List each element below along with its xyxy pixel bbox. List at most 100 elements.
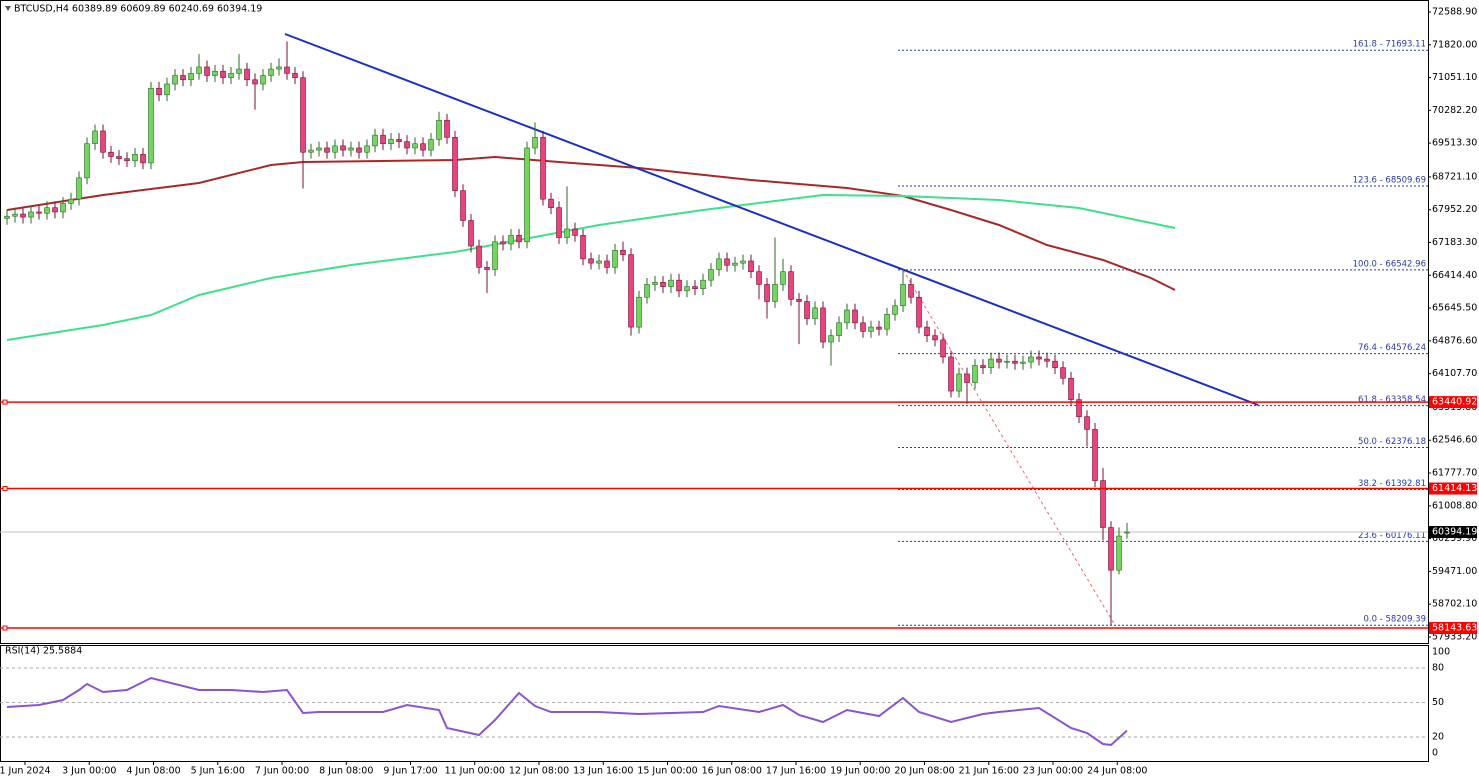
x-tick-label: 19 Jun 00:00: [830, 766, 890, 777]
candle-body: [92, 130, 98, 145]
y-tick-label: 71820.00: [1432, 39, 1477, 50]
fib-label: 161.8 - 71693.11: [1353, 40, 1426, 50]
candle-body: [964, 373, 970, 383]
fib-label: 0.0 - 58209.39: [1363, 615, 1426, 625]
candle-body: [956, 373, 962, 392]
y-tick-label: 20: [1432, 732, 1444, 743]
candle-body: [604, 260, 610, 268]
candle-body: [148, 87, 154, 164]
candle-body: [676, 279, 682, 292]
candle-body: [1012, 360, 1018, 364]
candle-body: [940, 339, 946, 358]
candle-body: [844, 309, 850, 324]
candle-body: [60, 203, 66, 213]
candle-body: [372, 134, 378, 147]
candle-body: [188, 73, 194, 81]
candle-body: [276, 66, 282, 70]
candle-body: [596, 260, 602, 264]
level-marker: [2, 399, 8, 405]
candle-body: [212, 70, 218, 76]
candle-body: [44, 207, 50, 214]
candle-body: [628, 254, 634, 328]
x-tick-label: 8 Jun 08:00: [319, 766, 373, 777]
y-tick-label: 59471.00: [1432, 566, 1477, 577]
candle-body: [724, 258, 730, 266]
x-tick-label: 12 Jun 08:00: [509, 766, 569, 777]
candle-body: [452, 137, 458, 191]
candle-body: [812, 307, 818, 319]
rsi-title: RSI(14) 25.5884: [5, 646, 82, 657]
y-tick-label: 71051.10: [1432, 72, 1477, 83]
x-tick-label: 3 Jun 00:00: [62, 766, 116, 777]
x-tick-label: 23 Jun 00:00: [1023, 766, 1083, 777]
candle-body: [708, 269, 714, 281]
y-tick-label: 67183.30: [1432, 237, 1477, 248]
candle-body: [172, 75, 178, 85]
level-marker: [2, 486, 8, 492]
candle-body: [972, 365, 978, 383]
candle-body: [132, 154, 138, 162]
price-pane: [0, 0, 1429, 644]
candle-body: [236, 68, 242, 74]
candle-body: [804, 301, 810, 319]
candle-body: [756, 271, 762, 285]
series-line: [6, 676, 1128, 747]
candle-body: [204, 66, 210, 76]
candle-body: [508, 235, 514, 245]
candle-body: [156, 87, 162, 95]
y-tick-label: 69513.30: [1432, 138, 1477, 149]
candle-body: [52, 207, 58, 213]
fib-label: 38.2 - 61392.81: [1358, 479, 1426, 489]
candle-body: [412, 143, 418, 149]
candle-body: [340, 145, 346, 151]
candle-body: [700, 279, 706, 290]
candle-body: [892, 305, 898, 315]
candle-body: [612, 250, 618, 268]
candle-body: [124, 158, 130, 162]
candle-body: [636, 296, 642, 328]
candle-body: [428, 139, 434, 151]
series-line: [284, 33, 1259, 406]
candle-body: [932, 335, 938, 341]
candle-body: [788, 271, 794, 300]
candle-body: [556, 207, 562, 238]
candle-body: [580, 235, 586, 260]
candle-body: [316, 147, 322, 151]
candle-body: [20, 213, 26, 218]
candle-body: [1060, 367, 1066, 379]
y-tick-label: 50: [1432, 697, 1444, 708]
y-tick-label: 60239.90: [1432, 533, 1477, 544]
candle-body: [876, 326, 882, 330]
candle-body: [764, 284, 770, 302]
price-label: 60394.19: [1432, 527, 1477, 538]
x-tick-label: 20 Jun 08:00: [894, 766, 954, 777]
x-tick-label: 1 Jun 2024: [0, 766, 51, 777]
candle-body: [36, 211, 42, 214]
x-tick-label: 11 Jun 00:00: [445, 766, 505, 777]
candle-body: [436, 119, 442, 140]
candle-body: [388, 139, 394, 145]
candle-body: [668, 279, 674, 287]
y-tick-label: 100: [1432, 647, 1450, 658]
candle-body: [884, 313, 890, 330]
candle-body: [540, 137, 546, 200]
level-marker: [2, 625, 8, 631]
y-tick-label: 64107.70: [1432, 368, 1477, 379]
candle-body: [356, 147, 362, 153]
x-tick-label: 24 Jun 08:00: [1087, 766, 1147, 777]
x-tick-label: 17 Jun 16:00: [766, 766, 826, 777]
candle-body: [900, 284, 906, 307]
candle-body: [4, 215, 10, 219]
candle-body: [1116, 535, 1122, 571]
candle-body: [868, 326, 874, 332]
candle-body: [620, 250, 626, 255]
candle-body: [916, 296, 922, 328]
candle-body: [948, 356, 954, 392]
fib-label: 76.4 - 64576.24: [1358, 343, 1426, 353]
candle-body: [532, 137, 538, 149]
x-tick-label: 7 Jun 00:00: [255, 766, 309, 777]
candle-body: [476, 245, 482, 268]
candle-body: [196, 66, 202, 74]
candle-body: [220, 70, 226, 78]
